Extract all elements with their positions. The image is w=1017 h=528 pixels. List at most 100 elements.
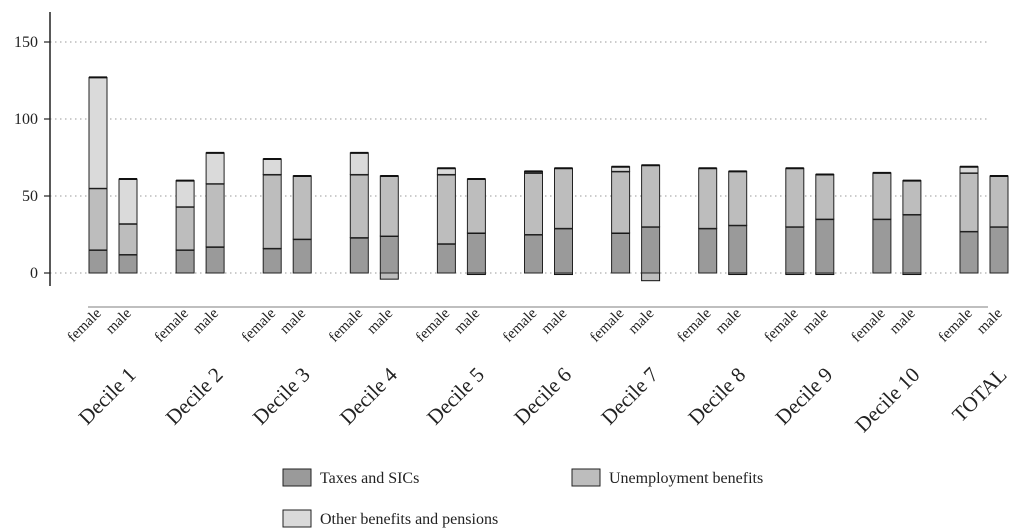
x-sub-label: male [800, 305, 832, 337]
bar-segment-1 [611, 232, 631, 274]
bar-segment-2 [175, 206, 195, 251]
bar-segment-2 [436, 173, 456, 245]
bar-segment-3 [88, 76, 108, 189]
x-group-label: Decile 2 [161, 363, 228, 430]
y-tick-label: 0 [30, 265, 38, 282]
bar-segment-3 [349, 152, 369, 175]
x-group-label: Decile 1 [74, 363, 141, 430]
x-sub-label: male [887, 305, 919, 337]
x-group-label: Decile 3 [248, 363, 315, 430]
axes [44, 12, 988, 308]
x-sub-label: female [674, 305, 714, 345]
legend-label: Other benefits and pensions [320, 511, 498, 528]
x-sub-label: male [538, 305, 570, 337]
bar-segment-2 [379, 175, 399, 237]
bar-segment-1 [118, 254, 138, 274]
bar-segment-2 [611, 170, 631, 234]
bar-segment-1 [728, 224, 748, 274]
x-group-label: Decile 7 [596, 363, 663, 430]
bar-segment-1 [641, 226, 661, 274]
bar-segment-2 [524, 172, 543, 235]
bar-segment-1 [785, 226, 805, 274]
bar-segment-2 [205, 183, 225, 248]
bar-segment-1 [524, 234, 543, 274]
bar-segment-2 [118, 223, 138, 256]
x-sub-label: male [190, 305, 222, 337]
bar-segment-3 [175, 180, 195, 208]
x-group-label: Decile 8 [683, 363, 750, 430]
x-sub-label: female [500, 305, 540, 345]
x-sub-label: female [587, 305, 627, 345]
x-sub-label: male [364, 305, 396, 337]
bar-segment-negative-2 [641, 272, 661, 282]
x-sub-label: female [65, 305, 105, 345]
bar-segment-1 [902, 213, 922, 274]
legend-label: Unemployment benefits [609, 470, 763, 487]
bar-segment-1 [698, 227, 718, 274]
bar-segment-1 [815, 218, 835, 274]
x-sub-label: female [936, 305, 976, 345]
x-sub-label: female [413, 305, 453, 345]
bar-segment-2 [785, 167, 805, 228]
bar-segment-negative-2 [379, 272, 399, 280]
bar-segment-1 [292, 238, 312, 274]
y-tick-labels: 0 50 100 150 [14, 34, 38, 282]
bar-segment-2 [262, 173, 282, 249]
bar-segment-2 [641, 164, 661, 228]
bar-segment-1 [436, 243, 456, 274]
bar-segment-2 [466, 178, 486, 234]
bar-segment-3 [262, 158, 282, 175]
legend-swatch [282, 468, 312, 487]
legend-swatch [571, 468, 601, 487]
x-group-label: Decile 6 [509, 363, 576, 430]
legend-label: Taxes and SICs [320, 470, 419, 487]
y-tick-label: 150 [14, 34, 38, 51]
bar-segment-1 [379, 235, 399, 274]
bar-segment-2 [349, 173, 369, 239]
x-group-label: Decile 9 [770, 363, 837, 430]
x-sub-label: male [451, 305, 483, 337]
legend-swatch [282, 509, 312, 528]
x-sub-label: male [103, 305, 135, 337]
bar-segment-3 [205, 152, 225, 185]
x-sub-label: female [152, 305, 192, 345]
bar-segment-2 [989, 175, 1009, 228]
legend: Taxes and SICs Unemployment benefits Other… [282, 468, 763, 528]
bar-segment-1 [262, 247, 282, 274]
bar-segment-1 [349, 237, 369, 274]
x-sub-label: male [974, 305, 1006, 337]
bar-segment-1 [88, 249, 108, 274]
y-tick-label: 50 [22, 188, 38, 205]
bar-segment-2 [872, 172, 892, 220]
y-tick-label: 100 [14, 111, 38, 128]
bar-segment-2 [292, 175, 312, 240]
bar-segment-1 [959, 230, 979, 274]
bar-segment-2 [88, 187, 108, 251]
x-sub-label: male [625, 305, 657, 337]
x-group-label: Decile 10 [850, 363, 924, 437]
bar-segment-1 [989, 226, 1009, 274]
x-sub-label: female [239, 305, 279, 345]
bar-segment-2 [959, 172, 979, 232]
bar-segment-2 [728, 170, 748, 226]
x-sub-label: male [277, 305, 309, 337]
bar-segment-2 [902, 180, 922, 215]
gridlines [50, 41, 990, 274]
bar-segment-1 [175, 249, 195, 274]
x-sub-label: female [326, 305, 366, 345]
bar-segment-3 [118, 178, 138, 225]
bar-segment-2 [698, 167, 718, 229]
bar-segment-1 [205, 246, 225, 274]
x-sub-label: female [849, 305, 889, 345]
bar-segment-2 [815, 173, 835, 220]
bar-segment-2 [554, 167, 573, 229]
x-group-label: TOTAL [947, 363, 1011, 427]
x-sub-label: female [761, 305, 801, 345]
bar-segment-1 [554, 227, 573, 274]
bar-segment-1 [466, 232, 486, 274]
x-sub-label: male [713, 305, 745, 337]
x-group-label: Decile 4 [335, 362, 402, 429]
bars [88, 76, 1009, 282]
